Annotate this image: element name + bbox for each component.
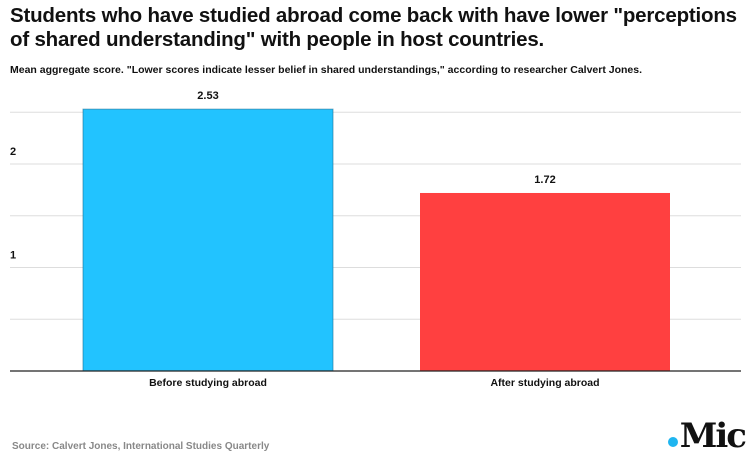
- y-tick-label: 2: [10, 146, 16, 158]
- bar: [420, 192, 670, 371]
- data-label: 2.53: [197, 90, 218, 102]
- data-label: 1.72: [534, 174, 555, 186]
- x-tick-label: After studying abroad: [490, 377, 599, 389]
- logo-dot-icon: [667, 437, 678, 447]
- x-tick-label: Before studying abroad: [149, 377, 267, 389]
- source-note: Source: Calvert Jones, International Stu…: [12, 441, 270, 452]
- mic-logo: Mic: [667, 416, 747, 456]
- y-tick-label: 1: [10, 250, 16, 262]
- chart-subtitle: Mean aggregate score. "Lower scores indi…: [10, 64, 643, 76]
- bar: [82, 108, 334, 372]
- chart-title: Students who have studied abroad come ba…: [10, 4, 737, 51]
